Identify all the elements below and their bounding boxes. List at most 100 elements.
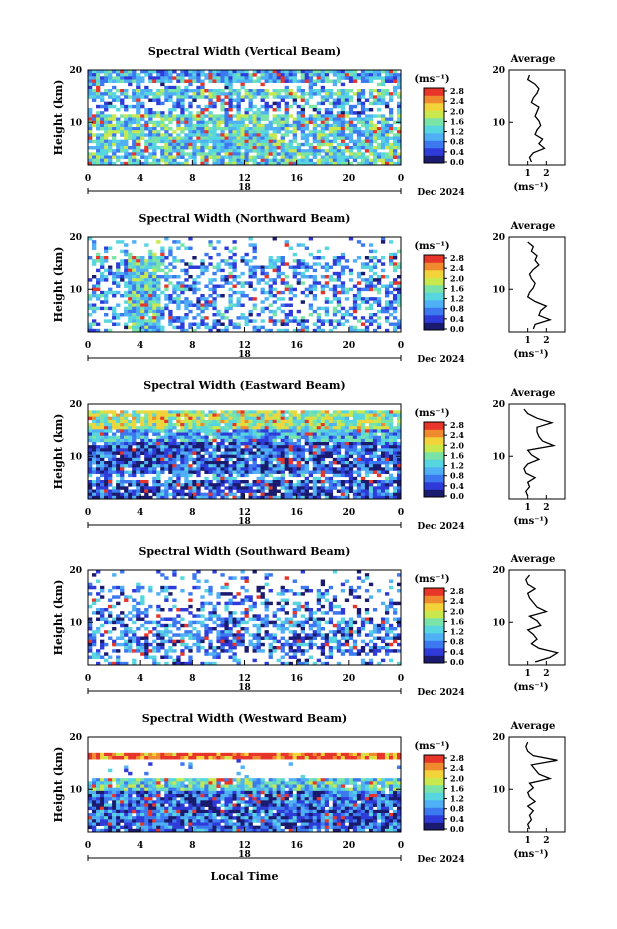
heatmap-cell (116, 76, 121, 80)
heatmap-cell (144, 158, 149, 163)
heatmap-cell (108, 161, 113, 166)
heatmap-cell (212, 429, 217, 433)
heatmap-cell (388, 117, 394, 121)
heatmap-cell (192, 429, 197, 433)
heatmap-cell (244, 451, 249, 455)
heatmap-cell (252, 249, 257, 254)
heatmap-cell (272, 309, 277, 314)
heatmap-cell (244, 155, 249, 159)
heatmap-cell (324, 413, 330, 417)
heatmap-cell (92, 432, 97, 436)
heatmap-cell (148, 136, 153, 140)
x-tick-label: 12 (238, 174, 251, 184)
heatmap-cell (216, 240, 221, 244)
heatmap-cell (324, 486, 330, 490)
heatmap-cell (120, 275, 125, 279)
heatmap-cell (372, 101, 378, 106)
heatmap-cell (392, 152, 398, 156)
heatmap-cell (360, 265, 366, 269)
heatmap-cell (116, 73, 121, 77)
heatmap-cell (328, 495, 334, 500)
x-tick-label: 0 (85, 341, 91, 351)
heatmap-cell (308, 432, 314, 436)
heatmap-cell (396, 410, 402, 414)
heatmap-cell (248, 470, 253, 474)
heatmap-cell (152, 98, 157, 102)
heatmap-cell (232, 486, 237, 490)
heatmap-cell (272, 300, 277, 304)
heatmap-cell (316, 470, 322, 474)
heatmap-cell (244, 410, 249, 414)
heatmap-cell (120, 442, 125, 446)
heatmap-cell (368, 284, 374, 288)
heatmap-cell (228, 306, 233, 311)
heatmap-cell (144, 495, 149, 500)
heatmap-cell (236, 108, 241, 112)
heatmap-cell (316, 76, 322, 80)
heatmap-cell (324, 410, 330, 414)
heatmap-cell (164, 483, 169, 487)
heatmap-cell (160, 127, 165, 131)
heatmap-cell (276, 442, 281, 446)
heatmap-cell (168, 79, 173, 83)
heatmap-cell (112, 445, 117, 449)
heatmap-cell (136, 300, 141, 304)
heatmap-cell (104, 290, 109, 295)
heatmap-cell (348, 313, 354, 317)
heatmap-cell (220, 476, 225, 481)
heatmap-cell (312, 108, 318, 112)
heatmap-cell (160, 306, 165, 311)
heatmap-cell (376, 435, 382, 440)
heatmap-cell (272, 448, 277, 452)
heatmap-cell (280, 322, 285, 326)
heatmap-cell (168, 111, 173, 115)
heatmap-cell (284, 114, 289, 118)
heatmap-cell (180, 470, 185, 474)
heatmap-cell (92, 246, 97, 250)
heatmap-cell (176, 85, 181, 90)
heatmap-cell (300, 416, 305, 421)
heatmap-cell (236, 297, 241, 301)
heatmap-cell (372, 464, 378, 468)
heatmap-cell (392, 133, 398, 137)
heatmap-cell (232, 146, 237, 150)
heatmap-cell (312, 130, 318, 134)
heatmap-cell (172, 117, 177, 121)
heatmap-cell (280, 142, 285, 147)
heatmap-cell (132, 290, 137, 295)
heatmap-cell (284, 429, 289, 433)
heatmap-cell (128, 473, 133, 478)
heatmap-cell (260, 146, 265, 150)
heatmap-cell (140, 464, 145, 468)
heatmap-cell (148, 486, 153, 490)
heatmap-cell (304, 262, 309, 266)
heatmap-cell (196, 287, 201, 292)
heatmap-cell (340, 271, 346, 276)
heatmap-cell (260, 413, 265, 417)
heatmap-cell (140, 262, 145, 266)
heatmap-cell (300, 464, 305, 468)
heatmap-cell (352, 413, 358, 417)
colorbar-swatch (424, 322, 444, 331)
heatmap-cell (316, 451, 322, 455)
heatmap-cell (356, 423, 362, 427)
colorbar-tick-label: 0.8 (450, 137, 464, 147)
heatmap-cell (272, 136, 277, 140)
heatmap-cell (296, 451, 301, 455)
heatmap-cell (308, 410, 314, 414)
heatmap-cell (172, 149, 177, 153)
heatmap-cell (352, 79, 358, 83)
heatmap-cell (188, 101, 193, 106)
heatmap-cell (348, 426, 354, 430)
heatmap-cell (276, 265, 281, 269)
heatmap-cell (276, 275, 281, 279)
heatmap-cell (128, 448, 133, 452)
heatmap-cell (320, 161, 326, 166)
heatmap-cell (388, 155, 394, 159)
heatmap-cell (100, 461, 105, 465)
heatmap-cell (104, 461, 109, 465)
heatmap-cell (224, 492, 229, 497)
heatmap-cell (396, 325, 402, 330)
heatmap-cell (340, 158, 346, 163)
heatmap-cell (332, 70, 338, 74)
